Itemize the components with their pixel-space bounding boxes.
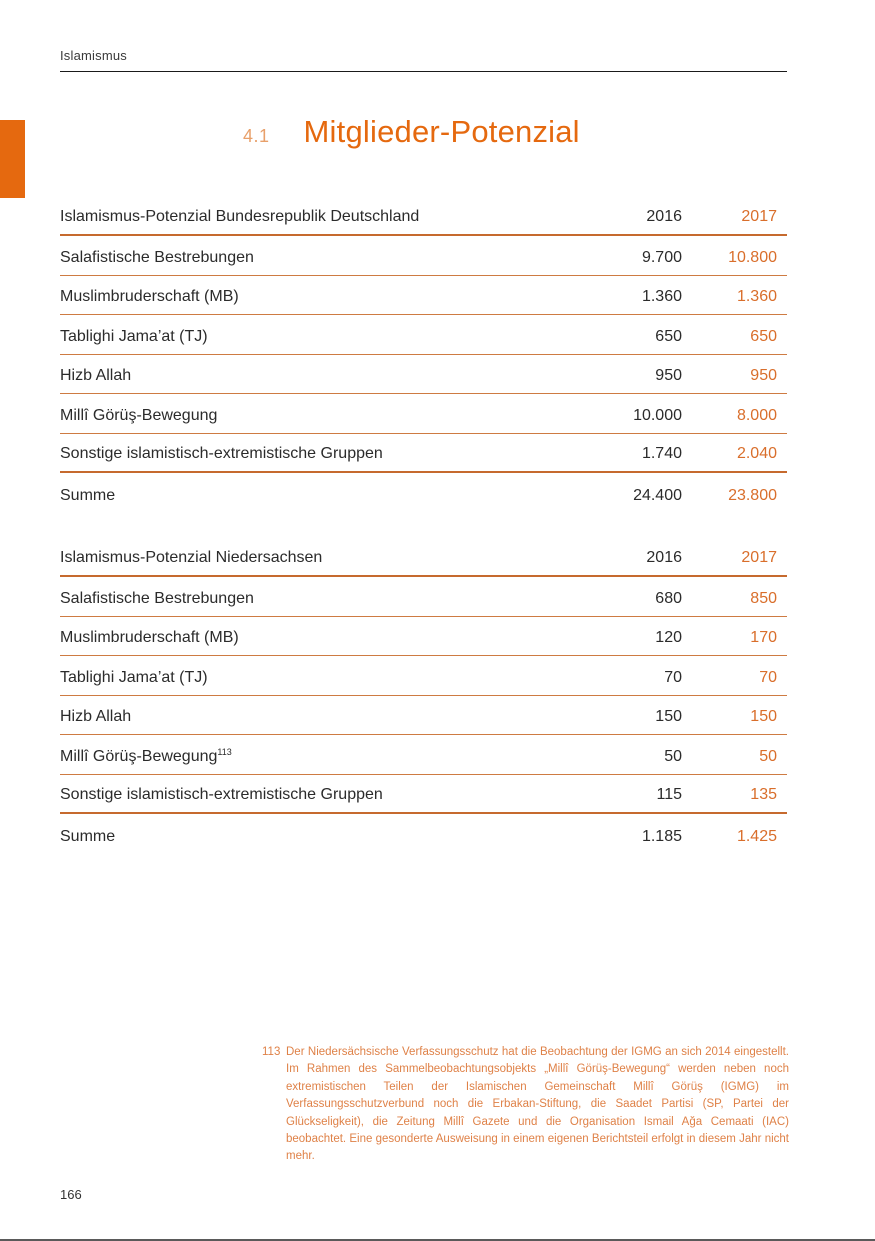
table-germany: Islamismus-Potenzial Bundesrepublik Deut… [60,196,787,513]
row-label: Tablighi Jama’at (TJ) [60,327,208,345]
row-label: Sonstige islamistisch-extremistische Gru… [60,445,383,462]
value-2017: 150 [750,708,777,725]
footnote: 113 Der Niedersächsische Verfassungsschu… [262,1044,789,1166]
table-row: Tablighi Jama’at (TJ) 70 70 [60,656,787,696]
table-body: Salafistische Bestrebungen 680 850 Muslimbr… [60,577,787,854]
value-2017: 850 [750,589,777,607]
column-header-2017: 2017 [741,208,777,225]
table-row: Millî Görüş-Bewegung 10.000 8.000 [60,394,787,434]
footnote-number: 113 [262,1046,281,1058]
value-2017: 8.000 [736,406,777,424]
column-header-2017: 2017 [741,549,777,566]
value-2016: 1.740 [641,445,682,462]
row-label: Muslimbruderschaft (MB) [60,629,239,646]
value-2016: 70 [664,668,682,686]
table-niedersachsen: Islamismus-Potenzial Niedersachsen 2016 … [60,537,787,854]
row-label: Summe [60,486,116,504]
value-2016: 650 [655,327,682,345]
table-row: Hizb Allah 150 150 [60,696,787,735]
value-2017: 135 [750,786,777,803]
row-label: Hizb Allah [60,708,132,725]
value-2016: 10.000 [633,406,682,424]
row-label: Muslimbruderschaft (MB) [60,288,239,305]
value-2017: 50 [759,747,777,765]
section-number: 4.1 [243,126,270,146]
row-label: Millî Görüş-Bewegung113 [60,746,232,765]
table-title: Islamismus-Potenzial Niedersachsen [60,549,323,566]
table-sum-row: Summe 1.185 1.425 [60,814,787,854]
row-label: Millî Görüş-Bewegung [60,406,218,424]
value-2017: 950 [750,367,777,384]
page-number: 166 [60,1187,82,1202]
table-row: Millî Görüş-Bewegung113 50 50 [60,735,787,775]
value-2016: 950 [655,367,682,384]
value-2016: 680 [655,589,682,607]
column-header-2016: 2016 [646,549,682,566]
table-row: Tablighi Jama’at (TJ) 650 650 [60,315,787,355]
column-header-2016: 2016 [646,208,682,225]
section-title-row: 4.1 Mitglieder-Potenzial [243,114,580,150]
value-2016: 1.360 [641,288,682,305]
value-2016: 115 [656,786,682,803]
value-2017: 1.360 [736,288,777,305]
table-header-row: Islamismus-Potenzial Bundesrepublik Deut… [60,196,787,236]
row-label: Salafistische Bestrebungen [60,248,254,266]
row-label: Sonstige islamistisch-extremistische Gru… [60,786,383,803]
value-2016: 120 [655,629,682,646]
table-body: Salafistische Bestrebungen 9.700 10.800 Mus… [60,236,787,513]
row-label: Summe [60,827,116,845]
section-edge-marker [0,120,25,198]
table-sum-row: Summe 24.400 23.800 [60,473,787,513]
page-title: Mitglieder-Potenzial [303,114,580,149]
value-2017: 23.800 [728,486,777,504]
value-2016: 150 [655,708,682,725]
table-row: Muslimbruderschaft (MB) 1.360 1.360 [60,276,787,315]
table-header-row: Islamismus-Potenzial Niedersachsen 2016 … [60,537,787,577]
table-row: Sonstige islamistisch-extremistische Gru… [60,775,787,814]
value-2016: 9.700 [641,248,682,266]
table-row: Sonstige islamistisch-extremistische Gru… [60,434,787,473]
footnote-reference: 113 [217,746,232,757]
row-label: Tablighi Jama’at (TJ) [60,668,208,686]
table-row: Muslimbruderschaft (MB) 120 170 [60,617,787,656]
value-2017: 70 [759,668,777,686]
value-2017: 170 [750,629,777,646]
value-2016: 24.400 [633,486,682,504]
row-label: Salafistische Bestrebungen [60,589,254,607]
running-header: Islamismus [60,48,128,63]
table-row: Hizb Allah 950 950 [60,355,787,394]
value-2017: 10.800 [728,248,777,266]
footnote-text: Der Niedersächsische Verfassungsschutz h… [286,1046,789,1163]
table-title: Islamismus-Potenzial Bundesrepublik Deut… [60,208,420,225]
value-2017: 650 [750,327,777,345]
value-2017: 2.040 [736,445,777,462]
row-label: Hizb Allah [60,367,132,384]
table-row: Salafistische Bestrebungen 9.700 10.800 [60,236,787,276]
table-row: Salafistische Bestrebungen 680 850 [60,577,787,617]
value-2016: 50 [664,747,682,765]
value-2017: 1.425 [736,827,777,845]
header-rule [60,71,787,72]
value-2016: 1.185 [641,827,682,845]
